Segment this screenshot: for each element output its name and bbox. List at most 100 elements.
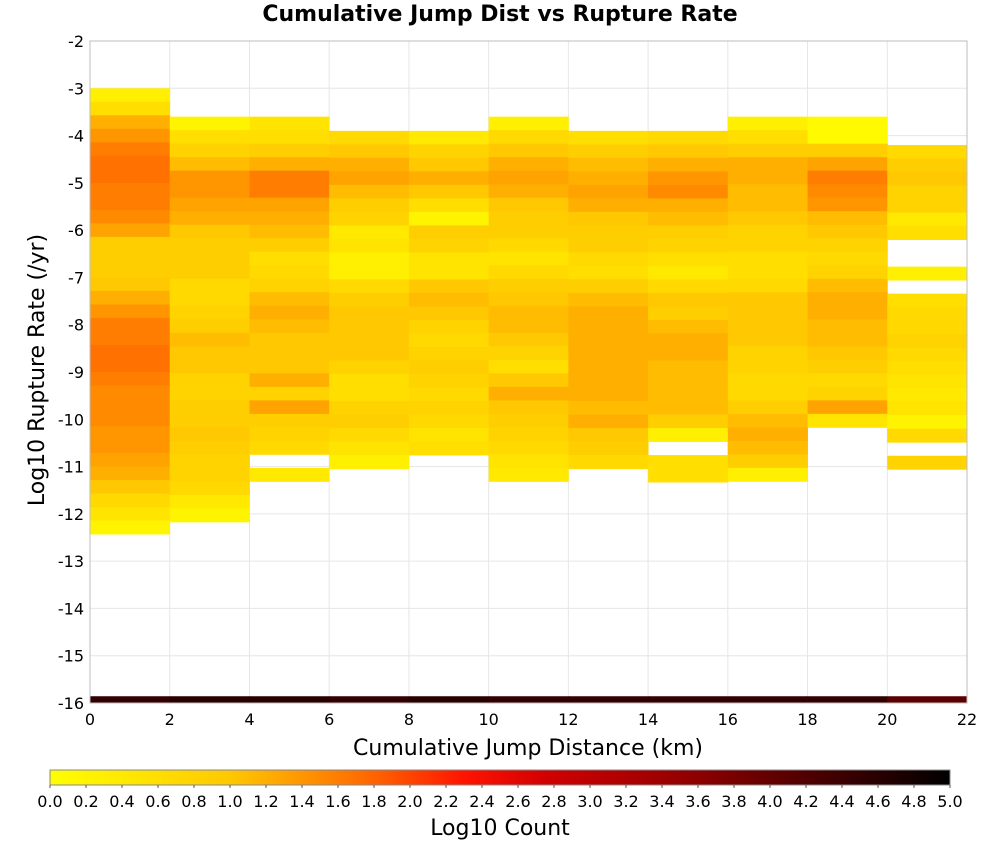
heatmap-cell — [807, 211, 888, 226]
x-tick-label: 10 — [478, 710, 498, 729]
x-tick-label: 2 — [165, 710, 175, 729]
heatmap-cell — [169, 157, 250, 172]
colorbar-tick-label: 4.0 — [757, 792, 782, 811]
x-tick-label: 0 — [85, 710, 95, 729]
heatmap-cell — [568, 319, 649, 334]
x-tick-label: 4 — [244, 710, 254, 729]
heatmap-cell — [329, 184, 410, 199]
heatmap-cell — [90, 426, 171, 440]
colorbar-tick-label: 4.2 — [793, 792, 818, 811]
heatmap-cell — [169, 359, 250, 374]
heatmap-cell — [249, 224, 330, 239]
heatmap-cell — [648, 455, 729, 469]
heatmap-cell — [887, 266, 968, 281]
heatmap-cell — [169, 427, 250, 442]
heatmap-cell — [568, 144, 649, 159]
heatmap-cell — [648, 333, 729, 348]
colorbar-label: Log10 Count — [430, 816, 570, 841]
heatmap-cell — [648, 252, 729, 267]
heatmap-cell — [408, 144, 490, 159]
y-tick-label: -4 — [68, 127, 84, 146]
plot-frame — [89, 40, 968, 704]
heatmap-cell — [90, 358, 171, 373]
heatmap-cell — [408, 252, 490, 267]
heatmap-cell — [568, 333, 649, 348]
heatmap-cell — [90, 520, 171, 535]
heatmap-cell — [249, 427, 330, 442]
heatmap-cell — [807, 413, 888, 428]
heatmap-cell — [249, 400, 330, 415]
heatmap-cell — [90, 371, 171, 386]
heatmap-cell — [249, 413, 330, 428]
heatmap-cell — [648, 265, 729, 280]
heatmap-cell — [249, 386, 330, 401]
heatmap-cell — [249, 373, 330, 388]
heatmap-cell — [887, 334, 968, 349]
heatmap-cell — [807, 251, 888, 266]
x-tick-label: 6 — [324, 710, 334, 729]
heatmap-cell — [648, 306, 729, 321]
heatmap-cell — [488, 197, 569, 212]
heatmap-cell — [727, 265, 808, 280]
heatmap-cell — [568, 225, 649, 240]
heatmap-cell — [727, 440, 808, 455]
heatmap-cell — [169, 184, 250, 199]
heatmap-cell — [249, 197, 330, 212]
heatmap-cell — [648, 468, 729, 483]
heatmap-cell — [807, 346, 888, 361]
colorbar-tick-label: 1.2 — [253, 792, 278, 811]
heatmap-cell — [887, 158, 968, 173]
heatmap-cell — [727, 400, 808, 415]
heatmap-cell — [727, 170, 808, 185]
heatmap-cell-bottom-row — [90, 696, 171, 703]
x-tick-label: 22 — [957, 710, 977, 729]
colorbar-tick-label: 0.0 — [37, 792, 62, 811]
y-tick-label: -3 — [68, 79, 84, 98]
heatmap-cell — [648, 211, 729, 226]
heatmap-cell — [807, 386, 888, 401]
heatmap-cell — [249, 251, 330, 266]
heatmap-cell — [648, 428, 729, 442]
heatmap-cell — [408, 414, 490, 429]
heatmap-cell — [807, 292, 888, 307]
x-axis-label: Cumulative Jump Distance (km) — [353, 736, 703, 761]
heatmap-cell — [329, 333, 410, 348]
heatmap-cell — [488, 170, 569, 185]
heatmap-cell — [329, 360, 410, 375]
colorbar-tick-label: 2.2 — [433, 792, 458, 811]
heatmap-cell — [568, 171, 649, 186]
heatmap-cell — [90, 115, 171, 130]
heatmap-cell — [169, 373, 250, 388]
heatmap-cell — [807, 305, 888, 320]
heatmap-cell — [648, 184, 729, 199]
heatmap-cell — [488, 373, 569, 388]
heatmap-cell — [90, 412, 171, 427]
heatmap-cell — [90, 290, 171, 305]
heatmap-cell — [90, 453, 171, 467]
heatmap-cell — [90, 250, 171, 265]
heatmap-cell — [488, 265, 569, 280]
heatmap-cell — [90, 101, 171, 116]
heatmap-cell — [169, 467, 250, 482]
heatmap-cell — [568, 279, 649, 294]
heatmap-cell — [568, 157, 649, 172]
heatmap-cell — [727, 332, 808, 347]
heatmap-cell — [408, 238, 490, 253]
heatmap-cell — [807, 184, 888, 199]
colorbar-tick-label: 1.8 — [361, 792, 386, 811]
heatmap-cell — [727, 427, 808, 442]
heatmap-cell — [90, 196, 171, 211]
heatmap-cell — [249, 157, 330, 172]
heatmap-cell — [90, 331, 171, 346]
heatmap-cell — [249, 238, 330, 253]
heatmap-cell — [727, 116, 808, 131]
heatmap-cell — [727, 292, 808, 307]
heatmap-cell — [807, 157, 888, 172]
heatmap-cell — [90, 304, 171, 319]
heatmap-cell — [329, 225, 410, 240]
heatmap-cell — [648, 157, 729, 172]
heatmap-cell — [408, 346, 490, 361]
heatmap-cell-bottom-row — [169, 696, 250, 703]
heatmap-cell — [887, 145, 968, 159]
